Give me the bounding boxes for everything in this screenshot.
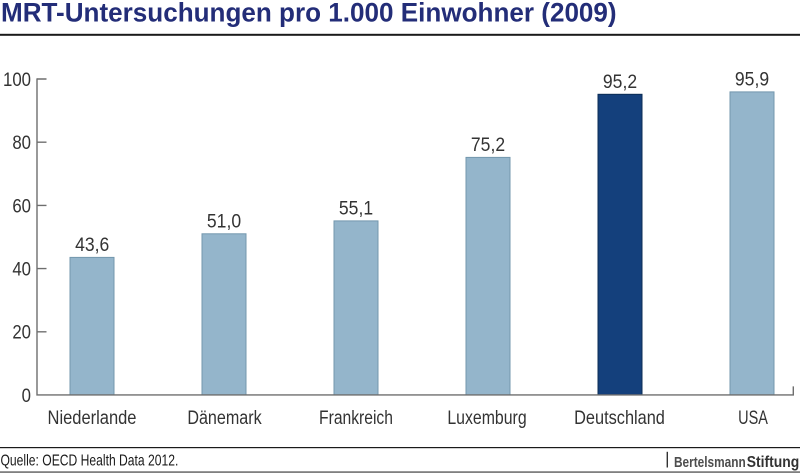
svg-text:USA: USA (738, 406, 768, 429)
svg-text:20: 20 (12, 322, 31, 343)
svg-text:100: 100 (3, 69, 31, 90)
svg-text:Dänemark: Dänemark (187, 406, 261, 428)
svg-text:95,9: 95,9 (735, 68, 769, 90)
svg-text:55,1: 55,1 (339, 197, 373, 219)
svg-text:51,0: 51,0 (207, 210, 241, 232)
svg-text:75,2: 75,2 (471, 133, 505, 155)
svg-text:Frankreich: Frankreich (319, 406, 393, 428)
svg-text:MRT-Untersuchungen pro 1.000 E: MRT-Untersuchungen pro 1.000 Einwohner (… (1, 0, 617, 28)
svg-text:80: 80 (12, 132, 31, 153)
svg-text:Deutschland: Deutschland (574, 406, 665, 428)
svg-text:60: 60 (12, 195, 31, 216)
svg-text:Bertelsmann: Bertelsmann (674, 453, 746, 470)
svg-text:Niederlande: Niederlande (48, 407, 137, 429)
svg-text:Quelle: OECD Health Data 2012.: Quelle: OECD Health Data 2012. (1, 452, 179, 470)
svg-text:0: 0 (22, 385, 31, 406)
svg-text:Stiftung: Stiftung (747, 454, 799, 471)
svg-text:Luxemburg: Luxemburg (447, 406, 526, 428)
svg-text:43,6: 43,6 (75, 233, 109, 255)
svg-text:40: 40 (12, 258, 31, 279)
svg-text:95,2: 95,2 (603, 70, 637, 92)
